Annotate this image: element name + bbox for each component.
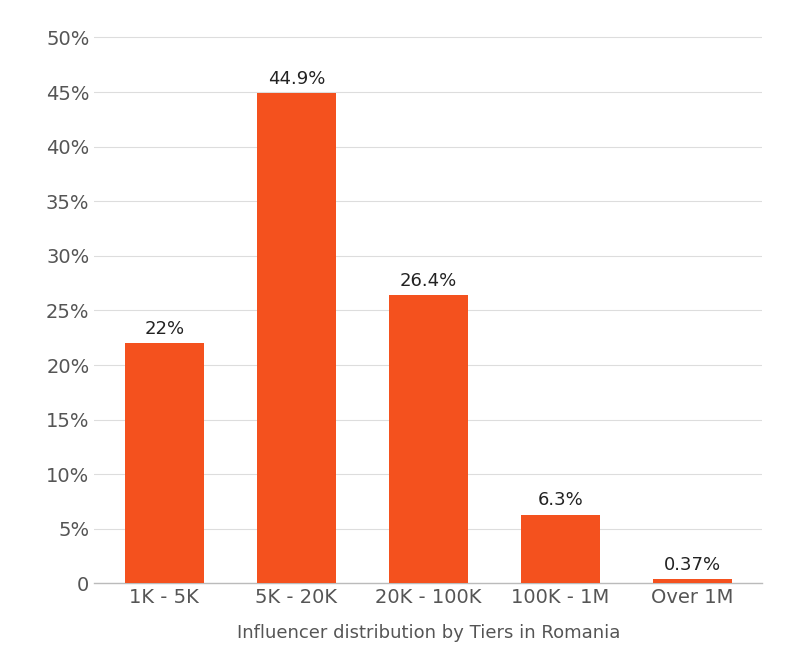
Text: 0.37%: 0.37%	[664, 556, 721, 574]
X-axis label: Influencer distribution by Tiers in Romania: Influencer distribution by Tiers in Roma…	[237, 624, 620, 642]
Bar	[653, 579, 732, 583]
Text: 22%: 22%	[145, 320, 185, 337]
Text: 26.4%: 26.4%	[400, 272, 457, 290]
Bar	[389, 295, 468, 583]
Bar	[125, 343, 204, 583]
Text: 6.3%: 6.3%	[538, 491, 583, 509]
Text: 44.9%: 44.9%	[268, 70, 325, 88]
Bar	[521, 514, 600, 583]
Bar	[257, 93, 336, 583]
